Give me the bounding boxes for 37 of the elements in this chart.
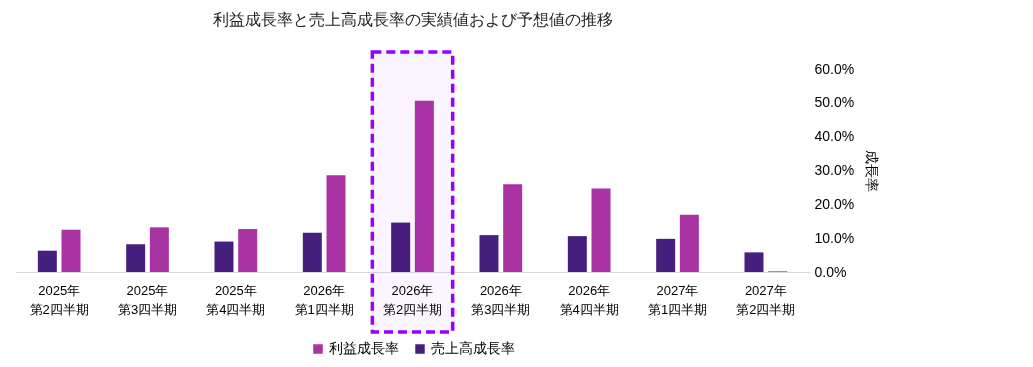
bar [37, 250, 57, 272]
bar [503, 184, 523, 272]
legend-label: 利益成長率 [329, 340, 399, 356]
bar [656, 238, 676, 272]
bar [302, 232, 322, 272]
x-tick-label: 2026年第3四半期 [471, 282, 531, 317]
bar [591, 188, 611, 272]
y-tick-label: 0.0% [814, 263, 847, 280]
x-tick-label: 2026年第1四半期 [294, 282, 354, 317]
bar [326, 175, 346, 272]
y-axis-title: 成長率 [864, 150, 881, 192]
y-tick-label: 10.0% [814, 229, 855, 246]
y-tick-label: 50.0% [814, 94, 855, 111]
bar [744, 252, 764, 272]
x-tick-label: 2025年第2四半期 [29, 282, 89, 317]
bar [414, 100, 434, 272]
legend-label: 売上高成長率 [431, 340, 515, 356]
y-tick-label: 60.0% [814, 60, 855, 77]
x-tick-label: 2026年第4四半期 [559, 282, 619, 317]
bar [479, 235, 499, 272]
y-tick-label: 20.0% [814, 195, 855, 212]
bar [61, 229, 81, 272]
bar [238, 229, 258, 272]
x-tick-label: 2025年第4四半期 [206, 282, 266, 317]
chart-title: 利益成長率と売上高成長率の実績値および予想値の推移 [212, 11, 613, 29]
y-tick-label: 40.0% [814, 128, 855, 145]
y-tick-label: 30.0% [814, 162, 855, 178]
x-tick-label: 2027年第2四半期 [736, 282, 796, 317]
bar [149, 227, 169, 272]
bar [214, 241, 234, 272]
bar [679, 214, 699, 272]
bar [567, 236, 587, 272]
x-tick-label: 2025年第3四半期 [117, 282, 178, 317]
bar [391, 222, 411, 272]
x-tick-label: 2027年第1四半期 [647, 282, 708, 317]
x-tick-label: 2026年第2四半期 [382, 282, 443, 317]
bar [126, 244, 146, 272]
